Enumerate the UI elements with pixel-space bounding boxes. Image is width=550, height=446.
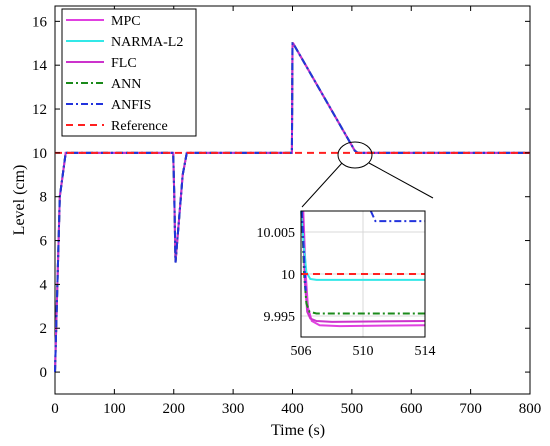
- inset-series-line-ann: [300, 210, 425, 315]
- x-axis-title: Time (s): [271, 422, 325, 439]
- x-tick-label: 500: [341, 401, 364, 417]
- y-tick-label: 12: [32, 102, 47, 118]
- x-tick-label: 300: [222, 401, 245, 417]
- y-axis: 0 2 4 6 8 10 12 14 16: [32, 14, 530, 381]
- inset-x-tick-label: 510: [353, 344, 374, 359]
- y-tick-label: 10: [32, 146, 47, 162]
- zoom-line-left: [301, 162, 343, 208]
- y-tick-label: 14: [32, 58, 48, 74]
- inset-x-tick-label: 506: [291, 344, 312, 359]
- x-tick-label: 0: [51, 401, 59, 417]
- inset-y-tick-label: 9.995: [264, 310, 296, 325]
- legend-label: ANN: [111, 77, 141, 92]
- legend-box: [61, 8, 197, 137]
- y-tick-label: 6: [40, 234, 48, 250]
- inset-x-tick-label: 514: [415, 344, 436, 359]
- legend-label: MPC: [111, 14, 141, 29]
- legend-label: NARMA-L2: [111, 35, 183, 50]
- inset-axes: 506 510 514 9.995 10 10.005: [257, 226, 436, 359]
- x-tick-label: 100: [103, 401, 126, 417]
- main-series-group: [54, 42, 530, 373]
- x-tick-label: 400: [281, 401, 304, 417]
- x-tick-label: 700: [459, 401, 482, 417]
- y-tick-label: 16: [32, 14, 48, 30]
- y-tick-label: 2: [40, 321, 48, 337]
- x-tick-label: 600: [400, 401, 423, 417]
- inset-y-tick-label: 10: [281, 268, 295, 283]
- y-axis-title: Level (cm): [11, 165, 28, 236]
- legend-label: FLC: [111, 56, 137, 71]
- y-tick-label: 8: [40, 190, 48, 206]
- x-tick-label: 800: [519, 401, 542, 417]
- legend: MPC NARMA-L2 FLC ANN ANFIS Reference: [66, 14, 183, 134]
- inset-border: [300, 210, 426, 338]
- zoom-line-right: [368, 162, 434, 199]
- y-tick-label: 4: [40, 277, 48, 293]
- y-tick-label: 0: [40, 365, 48, 381]
- x-tick-label: 200: [163, 401, 186, 417]
- inset-series-line-anfis: [369, 210, 425, 223]
- legend-label: Reference: [111, 119, 168, 134]
- legend-label: ANFIS: [111, 98, 151, 113]
- zoom-circle: [337, 141, 373, 169]
- x-axis: 0 100 200 300 400 500 600 700 800: [51, 6, 541, 417]
- inset-y-tick-label: 10.005: [257, 226, 296, 241]
- series-line-anfis: [54, 42, 530, 373]
- inset-series-group: [300, 210, 426, 328]
